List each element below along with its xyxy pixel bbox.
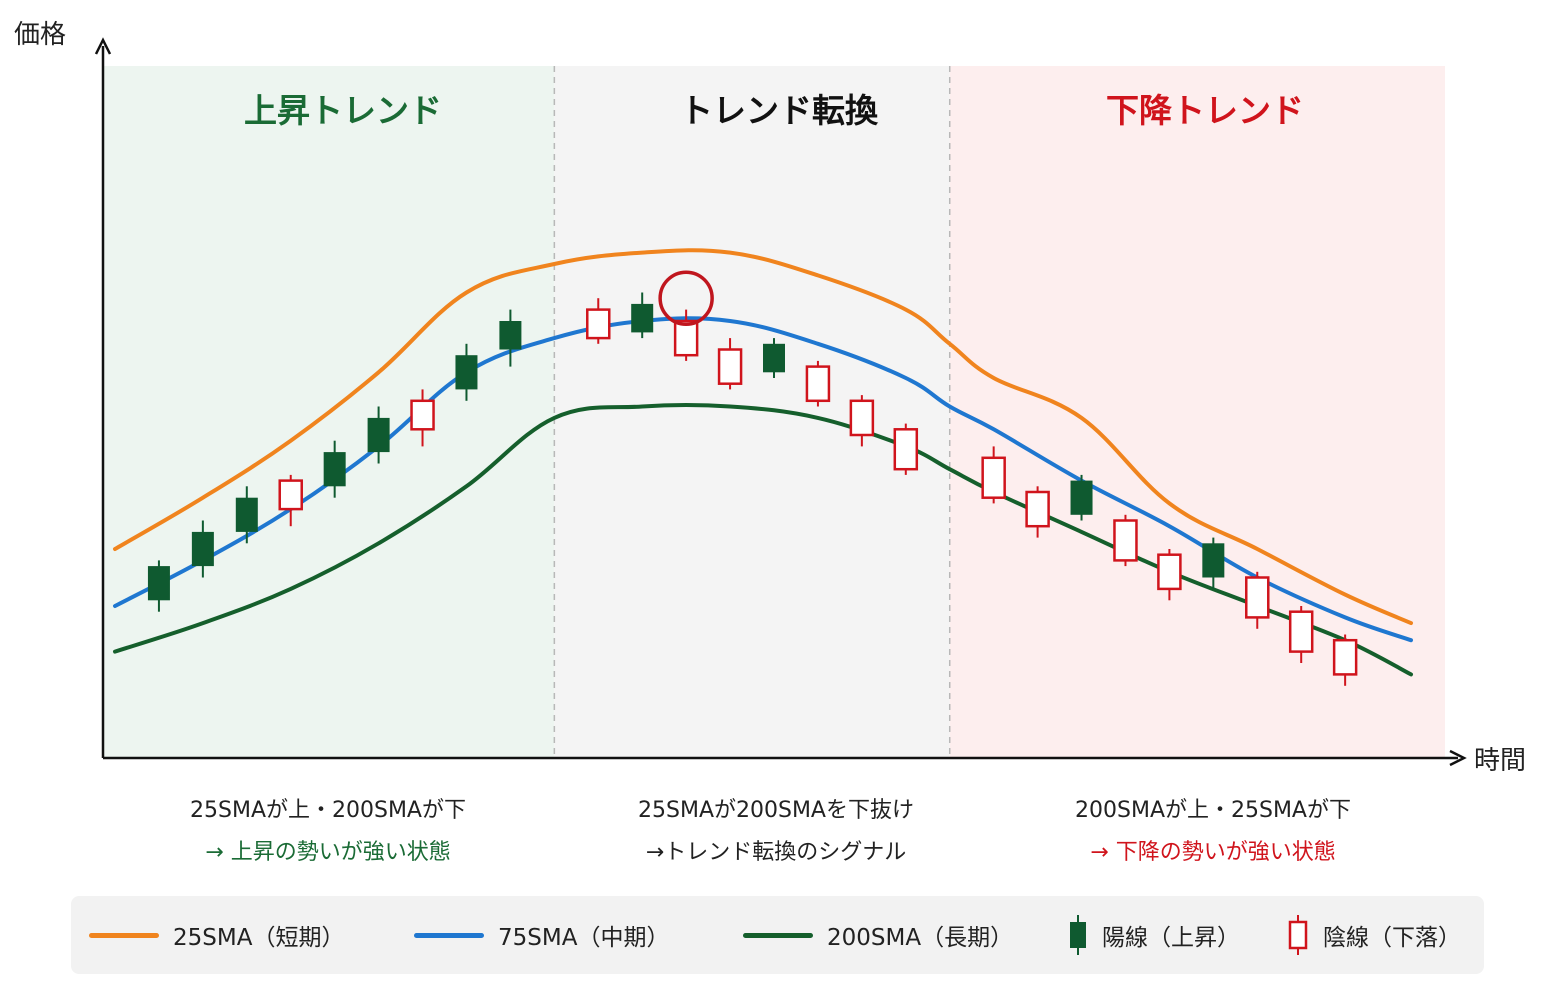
legend-bearish-label: 陰線（下落） (1323, 925, 1461, 951)
bullish-candle (455, 343, 478, 401)
bullish-candle (191, 520, 214, 578)
bullish-candle (323, 440, 346, 498)
bearish-candle (805, 360, 831, 407)
bullish-candle (499, 309, 522, 367)
legend-sma75-swatch (414, 932, 484, 938)
y-axis-arrow-icon (94, 37, 112, 55)
note-downtrend-line2: → 下降の勢いが強い状態 (1090, 840, 1336, 865)
candle-body (367, 417, 390, 453)
chart-canvas (94, 37, 1467, 767)
phase-dividers (553, 66, 951, 758)
legend-item-bullish: 陽線（上昇） (1068, 896, 1240, 974)
legend-item-sma75: 75SMA（中期） (414, 896, 669, 974)
candle-body (235, 497, 258, 532)
legend-item-bearish: 陰線（下落） (1287, 896, 1461, 974)
bearish-candle (893, 423, 919, 475)
bearish-candle (278, 474, 303, 527)
phase-band-reversal (554, 66, 950, 758)
candle-body (586, 308, 611, 340)
candle-body (631, 303, 654, 333)
candle-body (805, 365, 831, 403)
candle-body (455, 355, 478, 390)
bullish-candle (235, 486, 258, 544)
bullish-candle (147, 560, 170, 612)
bearish-candle (849, 395, 875, 447)
note-downtrend: 200SMAが上・25SMAが下 → 下降の勢いが強い状態 (993, 790, 1433, 874)
legend-sma25-label: 25SMA（短期） (173, 925, 345, 951)
bearish-candle (586, 298, 611, 344)
bearish-candle (1245, 571, 1270, 629)
legend-sma200-label: 200SMA（長期） (827, 925, 1014, 951)
candle-body (278, 479, 303, 511)
note-reversal-line1: 25SMAが200SMAを下抜け (638, 798, 914, 823)
candle-body (323, 452, 346, 487)
candle-body (717, 348, 743, 385)
candle-body (981, 456, 1006, 499)
candle-body (1288, 610, 1314, 653)
bearish-candle (1332, 634, 1358, 686)
candle-body (1245, 576, 1270, 619)
y-axis-label: 価格 (14, 20, 67, 50)
crossover-highlight-circle (658, 270, 714, 326)
bullish-candle (631, 292, 654, 339)
note-downtrend-line1: 200SMAが上・25SMAが下 (1075, 798, 1351, 823)
legend-sma200-swatch (743, 932, 813, 938)
bearish-candle (717, 338, 743, 390)
candle-body (1157, 553, 1182, 591)
bearish-candle (1025, 486, 1050, 538)
phase-backgrounds (103, 66, 1445, 758)
sma200-line (113, 402, 1413, 677)
legend-bullish-label: 陽線（上昇） (1102, 925, 1240, 951)
legend-sma75-label: 75SMA（中期） (498, 925, 670, 951)
bearish-candle (1157, 549, 1182, 601)
candle-body (1070, 480, 1093, 515)
candle-body (499, 321, 522, 350)
bearish-candle-icon (1288, 915, 1308, 955)
note-uptrend: 25SMAが上・200SMAが下 → 上昇の勢いが強い状態 (108, 790, 548, 874)
phase-title-uptrend: 上昇トレンド (244, 91, 442, 130)
legend: 25SMA（短期） 75SMA（中期） 200SMA（長期） 陽線（上昇） 陰線… (71, 896, 1484, 974)
candle-body (191, 531, 214, 567)
legend-item-sma200: 200SMA（長期） (743, 896, 1013, 974)
note-reversal-line2: →トレンド転換のシグナル (645, 840, 907, 865)
bearish-candle (673, 309, 699, 361)
bullish-candle (1202, 537, 1225, 589)
bearish-candle (1113, 514, 1138, 567)
bearish-candle (410, 389, 435, 447)
bearish-candle (981, 446, 1006, 504)
x-axis-label: 時間 (1474, 746, 1527, 776)
x-axis-arrow-icon (1449, 749, 1467, 767)
candle-body (1113, 519, 1138, 562)
candle-body (147, 566, 170, 601)
candles (147, 292, 1358, 686)
note-uptrend-line1: 25SMAが上・200SMAが下 (190, 798, 466, 823)
bullish-candle-icon (1070, 915, 1086, 955)
candle-body (1025, 490, 1050, 528)
candle-body (893, 428, 919, 471)
phase-title-downtrend: 下降トレンド (1106, 91, 1304, 130)
candle-body (673, 319, 699, 357)
phase-band-downtrend (949, 66, 1445, 758)
axes (94, 37, 1467, 767)
candle-body (849, 399, 875, 437)
markers (658, 270, 714, 326)
candle-body (1202, 543, 1225, 578)
bullish-candle (1070, 474, 1093, 521)
note-reversal: 25SMAが200SMAを下抜け →トレンド転換のシグナル (556, 790, 996, 874)
candle-body (1332, 638, 1358, 676)
bullish-candle (367, 406, 390, 464)
legend-sma25-swatch (89, 932, 159, 938)
bullish-candle (763, 338, 785, 378)
legend-item-sma25: 25SMA（短期） (89, 896, 344, 974)
phase-title-reversal: トレンド転換 (680, 91, 878, 130)
sma25-line (113, 248, 1413, 626)
candle-body (410, 399, 435, 431)
candle-body (763, 343, 785, 373)
bearish-candle (1288, 606, 1314, 663)
note-uptrend-line2: → 上昇の勢いが強い状態 (205, 840, 451, 865)
